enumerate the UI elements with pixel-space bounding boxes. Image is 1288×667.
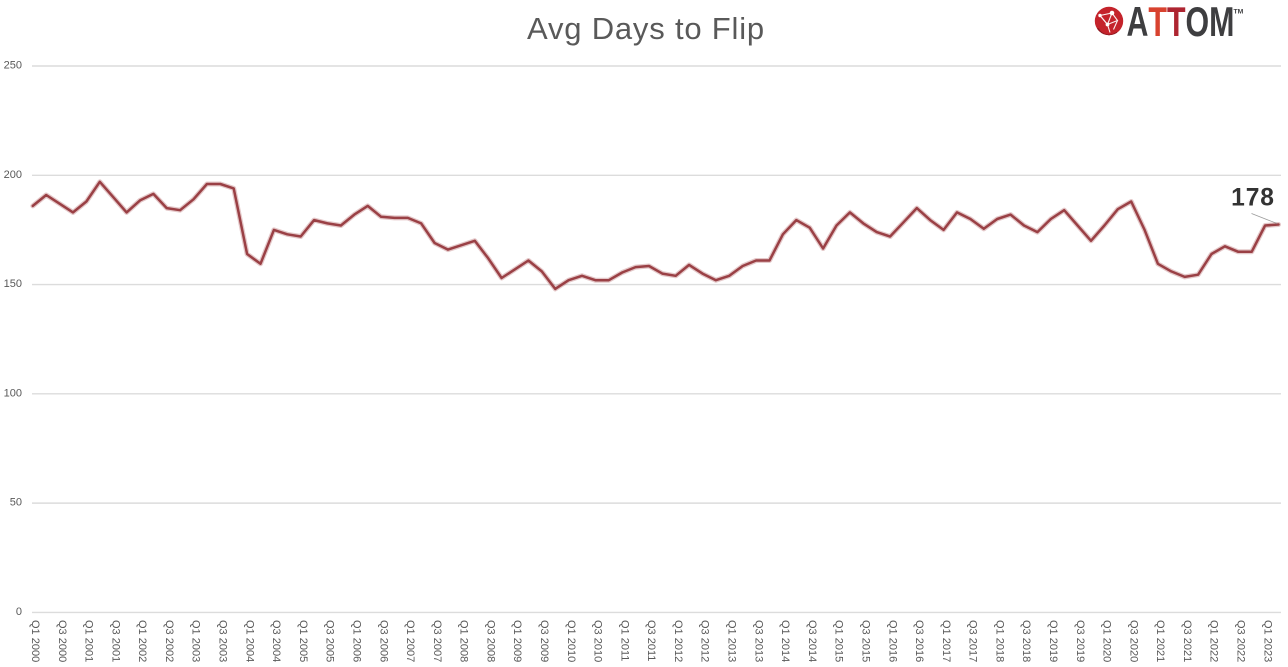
svg-text:Q1 2007: Q1 2007 (404, 620, 416, 662)
svg-text:Q3 2018: Q3 2018 (1020, 620, 1032, 662)
svg-text:Q1 2016: Q1 2016 (886, 620, 898, 662)
svg-text:Q3 2016: Q3 2016 (913, 620, 925, 662)
svg-text:Q1 2017: Q1 2017 (940, 620, 952, 662)
svg-text:Q3 2005: Q3 2005 (324, 620, 336, 662)
svg-text:Q1 2004: Q1 2004 (243, 620, 255, 662)
svg-text:50: 50 (10, 497, 22, 509)
svg-text:Q1 2002: Q1 2002 (136, 620, 148, 662)
svg-text:Q3 2004: Q3 2004 (270, 620, 282, 662)
svg-text:Q3 2000: Q3 2000 (56, 620, 68, 662)
svg-text:0: 0 (16, 606, 22, 618)
svg-text:Q3 2017: Q3 2017 (967, 620, 979, 662)
svg-text:Q3 2014: Q3 2014 (806, 620, 818, 662)
svg-text:Q3 2006: Q3 2006 (377, 620, 389, 662)
svg-text:ATTOM: ATTOM (1127, 0, 1235, 45)
svg-text:Q1 2010: Q1 2010 (565, 620, 577, 662)
svg-text:Q3 2002: Q3 2002 (163, 620, 175, 662)
svg-text:Q1 2023: Q1 2023 (1261, 620, 1273, 662)
svg-text:Q1 2013: Q1 2013 (726, 620, 738, 662)
svg-text:Q3 2015: Q3 2015 (860, 620, 872, 662)
svg-text:Q3 2011: Q3 2011 (645, 620, 657, 661)
svg-text:Q1 2021: Q1 2021 (1154, 620, 1166, 662)
svg-text:178: 178 (1231, 185, 1275, 212)
svg-text:Q1 2005: Q1 2005 (297, 620, 309, 662)
svg-text:150: 150 (4, 278, 22, 290)
svg-text:Q1 2011: Q1 2011 (618, 620, 630, 661)
svg-text:Q1 2003: Q1 2003 (190, 620, 202, 662)
svg-text:Q1 2022: Q1 2022 (1208, 620, 1220, 662)
svg-text:Q3 2010: Q3 2010 (592, 620, 604, 662)
svg-text:Q1 2009: Q1 2009 (511, 620, 523, 662)
svg-text:Q1 2018: Q1 2018 (993, 620, 1005, 662)
svg-text:Q3 2020: Q3 2020 (1127, 620, 1139, 662)
svg-text:Q3 2007: Q3 2007 (431, 620, 443, 662)
svg-text:Q1 2012: Q1 2012 (672, 620, 684, 662)
svg-text:Avg Days to Flip: Avg Days to Flip (527, 11, 765, 46)
svg-text:Q3 2009: Q3 2009 (538, 620, 550, 662)
svg-text:Q1 2015: Q1 2015 (833, 620, 845, 662)
svg-text:Q3 2003: Q3 2003 (217, 620, 229, 662)
svg-text:Q1 2000: Q1 2000 (29, 620, 41, 662)
svg-text:Q3 2001: Q3 2001 (109, 620, 121, 662)
svg-text:Q3 2019: Q3 2019 (1074, 620, 1086, 662)
svg-text:Q3 2012: Q3 2012 (699, 620, 711, 662)
svg-text:Q1 2019: Q1 2019 (1047, 620, 1059, 662)
svg-text:Q1 2008: Q1 2008 (458, 620, 470, 662)
svg-text:Q3 2021: Q3 2021 (1181, 620, 1193, 662)
svg-text:Q3 2013: Q3 2013 (752, 620, 764, 662)
svg-text:200: 200 (4, 169, 22, 181)
svg-text:250: 250 (4, 60, 22, 72)
svg-text:Q1 2020: Q1 2020 (1101, 620, 1113, 662)
svg-text:Q1 2001: Q1 2001 (83, 620, 95, 662)
svg-text:Q3 2008: Q3 2008 (484, 620, 496, 662)
svg-text:100: 100 (4, 387, 22, 399)
svg-text:Q3 2022: Q3 2022 (1235, 620, 1247, 662)
svg-text:Q1 2014: Q1 2014 (779, 620, 791, 662)
svg-text:TM: TM (1234, 9, 1244, 16)
svg-text:Q1 2006: Q1 2006 (351, 620, 363, 662)
